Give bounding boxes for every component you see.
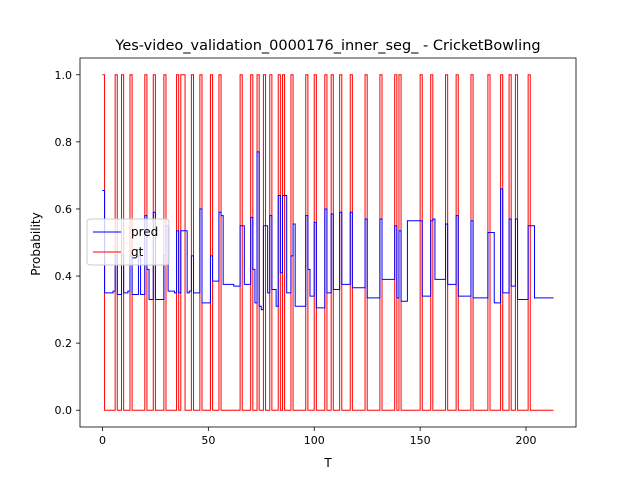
x-tick-label: 100 bbox=[304, 434, 325, 447]
y-axis-ticks: 0.0 0.2 0.4 0.6 0.8 1.0 bbox=[55, 69, 80, 417]
plot-frame bbox=[79, 57, 577, 428]
y-tick-label: 1.0 bbox=[55, 69, 73, 82]
legend-label-gt: gt bbox=[131, 245, 144, 259]
x-tick-label: 200 bbox=[516, 434, 537, 447]
y-axis-label: Probability bbox=[29, 212, 43, 275]
legend-box bbox=[86, 218, 170, 266]
x-axis-label: T bbox=[323, 456, 332, 470]
series-line-pred bbox=[102, 151, 554, 311]
y-tick-label: 0.0 bbox=[55, 404, 73, 417]
y-tick-label: 0.4 bbox=[55, 270, 73, 283]
legend: pred gt bbox=[86, 218, 170, 266]
legend-label-pred: pred bbox=[131, 225, 158, 239]
y-tick-label: 0.2 bbox=[55, 337, 73, 350]
x-tick-label: 150 bbox=[410, 434, 431, 447]
chart-title: Yes-video_validation_0000176_inner_seg_ … bbox=[114, 38, 540, 54]
y-tick-label: 0.6 bbox=[55, 203, 73, 216]
x-tick-label: 50 bbox=[201, 434, 215, 447]
y-tick-label: 0.8 bbox=[55, 136, 73, 149]
series-layer bbox=[102, 74, 554, 411]
plot-area bbox=[79, 57, 577, 428]
x-axis-ticks: 0 50 100 150 200 bbox=[99, 427, 537, 447]
x-tick-label: 0 bbox=[99, 434, 106, 447]
